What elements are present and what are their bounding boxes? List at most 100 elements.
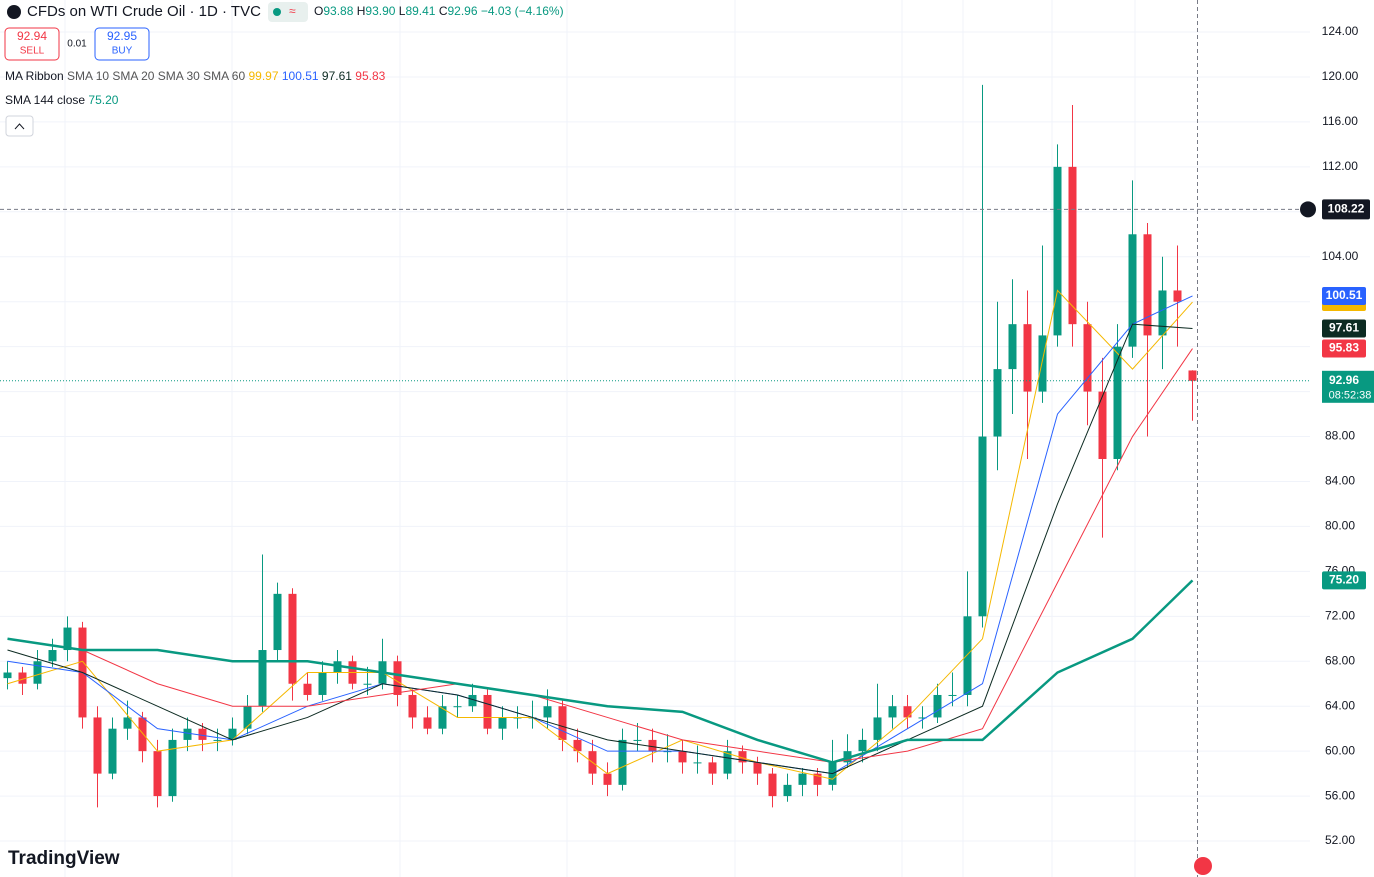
candle-body (1188, 370, 1197, 381)
status-icon: ≈ (289, 4, 296, 18)
legend-value: 100.51 (282, 69, 319, 83)
buy-label[interactable]: BUY (112, 46, 133, 57)
candle-body (198, 728, 207, 740)
sell-button[interactable] (4, 27, 60, 61)
candle-body (603, 773, 612, 785)
h-value: 93.90 (365, 4, 395, 18)
candle-body (243, 706, 252, 729)
price-axis: 52.0056.0060.0064.0068.0072.0076.0080.00… (1194, 24, 1374, 875)
y-tick-label: 112.00 (1322, 159, 1358, 173)
candle-body (168, 739, 177, 797)
legend-value: 95.83 (355, 69, 385, 83)
symbol-icon (7, 5, 21, 19)
candle-body (558, 706, 567, 740)
y-tick-label: 68.00 (1325, 653, 1355, 667)
candle-body (393, 661, 402, 695)
candle-body (1143, 234, 1152, 336)
candle-body (438, 706, 447, 729)
candle-body (468, 694, 477, 707)
y-tick-label: 104.00 (1322, 249, 1359, 263)
ma-line (7, 289, 1193, 780)
buy-price[interactable]: 92.95 (107, 29, 137, 43)
l-label: L (399, 4, 406, 18)
candle-body (33, 661, 42, 684)
status-dot (273, 8, 281, 16)
sell-label[interactable]: SELL (20, 46, 45, 57)
candle-body (48, 650, 57, 662)
logo: TradingView (8, 848, 120, 869)
series-price-label: 95.83 (1329, 341, 1359, 355)
flag-icon (1194, 857, 1212, 875)
candle-body (273, 593, 282, 651)
candle-body (978, 436, 987, 617)
candle-body (648, 739, 657, 752)
candle-body (573, 739, 582, 752)
candle-body (213, 739, 222, 741)
candle-body (483, 694, 492, 729)
candle-body (918, 717, 927, 719)
candle-body (93, 717, 102, 774)
legend-value: 99.97 (249, 69, 279, 83)
candle-body (948, 694, 957, 696)
candle-body (633, 739, 642, 741)
collapse-button[interactable] (5, 115, 34, 137)
series-price-label: 75.20 (1329, 573, 1359, 587)
candle-body (258, 650, 267, 707)
candle-body (288, 593, 297, 684)
y-tick-label: 84.00 (1325, 474, 1355, 488)
ma-line (7, 348, 1193, 763)
candle-body (183, 728, 192, 740)
ma-line (7, 323, 1193, 775)
candle-body (678, 751, 687, 763)
candle-body (543, 706, 552, 718)
candle-body (1023, 324, 1032, 392)
candle-body (858, 739, 867, 752)
chart-title: CFDs on WTI Crude Oil · 1D · TVC (27, 3, 261, 20)
y-tick-label: 120.00 (1322, 69, 1359, 83)
l-value: 89.41 (405, 4, 435, 18)
y-tick-label: 56.00 (1325, 788, 1355, 802)
ma-line (7, 579, 1194, 764)
series-price-bg (1322, 286, 1366, 305)
change: −4.03 (−4.16%) (481, 4, 564, 18)
candle-body (1128, 234, 1137, 347)
candle-body (153, 751, 162, 797)
sell-price[interactable]: 92.94 (17, 29, 47, 43)
c-label: C (439, 4, 448, 18)
y-tick-label: 72.00 (1325, 608, 1355, 622)
candle-body (813, 773, 822, 785)
last-price-bg (1322, 370, 1374, 403)
series-price-bg (1322, 339, 1366, 358)
y-tick-label: 52.00 (1325, 833, 1355, 847)
candle-body (723, 751, 732, 774)
header: CFDs on WTI Crude Oil · 1D · TVC ≈ O93.8… (4, 2, 564, 137)
candle-body (708, 762, 717, 774)
spread: 0.01 (67, 39, 87, 50)
grid (0, 0, 1310, 877)
y-tick-label: 60.00 (1325, 743, 1355, 757)
y-tick-label: 116.00 (1322, 114, 1358, 128)
candle-body (873, 717, 882, 740)
candle-body (1113, 346, 1122, 460)
candle-body (888, 706, 897, 718)
h-label: H (357, 4, 366, 18)
candle-body (408, 694, 417, 718)
candle-body (1098, 391, 1107, 460)
collapse-icon[interactable] (14, 123, 25, 130)
candle-body (1008, 324, 1017, 370)
series-price-label: 100.51 (1326, 288, 1363, 302)
candle-body (3, 672, 12, 679)
ohlc: O93.88 H93.90 L89.41 C92.96 −4.03 (−4.16… (314, 4, 564, 18)
last-price-label: 92.96 (1329, 373, 1359, 387)
candle-body (303, 683, 312, 695)
candle-body (618, 739, 627, 785)
y-tick-label: 64.00 (1325, 698, 1355, 712)
buy-button[interactable] (94, 27, 150, 61)
c-value: 92.96 (448, 4, 478, 18)
candle-body (1173, 290, 1182, 302)
status-badge (268, 2, 308, 22)
candle-body (1053, 166, 1062, 336)
candle-body (318, 672, 327, 695)
y-tick-label: 80.00 (1325, 519, 1355, 533)
